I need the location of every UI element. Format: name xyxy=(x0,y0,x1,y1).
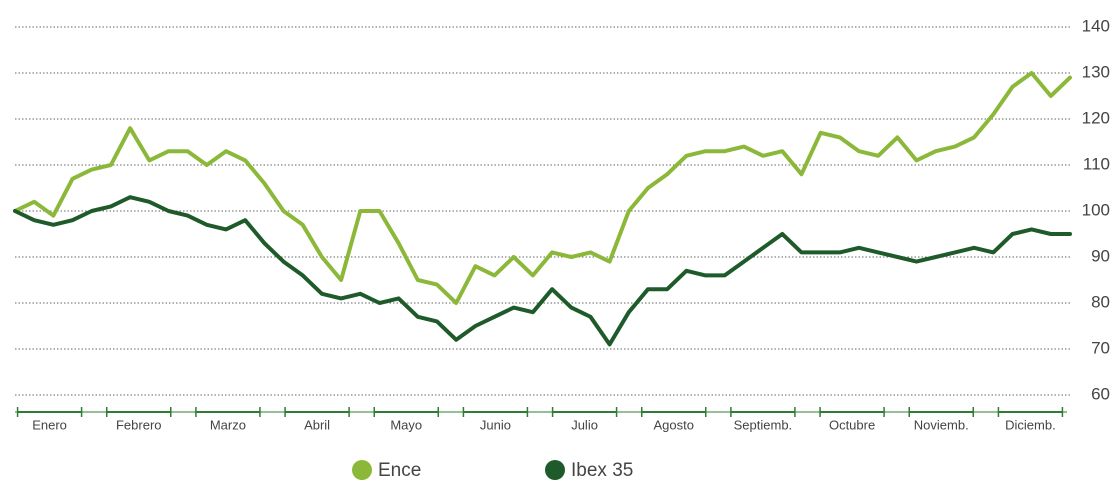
x-tick-label: Septiemb. xyxy=(734,417,793,432)
y-tick-label: 120 xyxy=(1082,108,1110,127)
x-tick-label: Junio xyxy=(480,417,511,432)
y-tick-label: 100 xyxy=(1082,200,1110,219)
x-tick-label: Diciemb. xyxy=(1005,417,1056,432)
x-tick-label: Agosto xyxy=(654,417,694,432)
y-tick-label: 80 xyxy=(1091,292,1110,311)
legend-label: Ibex 35 xyxy=(571,460,633,481)
x-tick-label: Mayo xyxy=(390,417,422,432)
series-line xyxy=(13,71,1072,305)
y-tick-label: 70 xyxy=(1091,338,1110,357)
x-tick-label: Noviemb. xyxy=(914,417,969,432)
x-tick-label: Octubre xyxy=(829,417,875,432)
y-tick-label: 60 xyxy=(1091,384,1110,403)
y-tick-label: 140 xyxy=(1082,16,1110,35)
legend-marker xyxy=(352,460,372,480)
x-tick-label: Julio xyxy=(571,417,598,432)
legend-marker xyxy=(545,460,565,480)
x-tick-label: Abril xyxy=(304,417,330,432)
legend-label: Ence xyxy=(378,460,421,481)
x-tick-label: Febrero xyxy=(116,417,162,432)
series-line xyxy=(13,195,1072,347)
x-tick-label: Enero xyxy=(32,417,67,432)
y-tick-label: 130 xyxy=(1082,62,1110,81)
x-tick-label: Marzo xyxy=(210,417,246,432)
y-tick-label: 90 xyxy=(1091,246,1110,265)
y-tick-label: 110 xyxy=(1083,154,1110,173)
